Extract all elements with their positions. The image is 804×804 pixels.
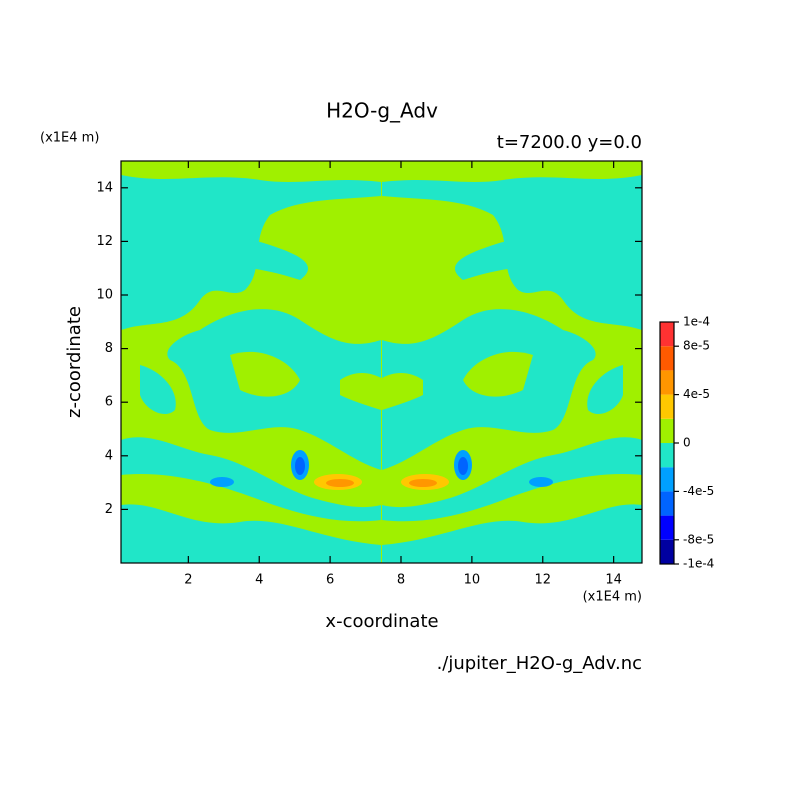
x-tick-label: 2: [184, 573, 192, 588]
region: [295, 457, 305, 475]
y-tick-label: 4: [105, 448, 113, 463]
region: [326, 479, 354, 487]
x-tick-label: 8: [397, 573, 405, 588]
region: [210, 477, 234, 487]
y-tick-label: 14: [96, 180, 113, 195]
region: [230, 351, 300, 397]
colorbar-label: -8e-5: [683, 532, 714, 546]
x-unit: (x1E4 m): [583, 590, 642, 605]
colorbar-band: [660, 370, 674, 395]
plot-frame: [120, 160, 643, 564]
colorbar-label: 0: [683, 436, 691, 450]
x-tick-label: 10: [464, 573, 481, 588]
y-unit: (x1E4 m): [40, 131, 99, 146]
source-file: ./jupiter_H2O-g_Adv.nc: [437, 653, 642, 674]
y-axis-label: z-coordinate: [64, 306, 85, 418]
region: [121, 230, 309, 280]
colorbar-band: [660, 539, 674, 564]
colorbar-label: 8e-5: [683, 339, 710, 353]
subtitle: t=7200.0 y=0.0: [497, 132, 642, 153]
x-axis-label: x-coordinate: [325, 611, 438, 632]
x-tick-label: 14: [605, 573, 622, 588]
region: [140, 365, 176, 415]
x-tick-label: 4: [255, 573, 263, 588]
y-tick-label: 6: [105, 395, 113, 410]
field-half: [121, 175, 381, 563]
colorbar-label: -1e-4: [683, 557, 714, 571]
colorbar-band: [660, 443, 674, 468]
colorbar-band: [660, 346, 674, 371]
y-tick-label: 2: [105, 502, 113, 517]
region: [121, 437, 381, 522]
colorbar-band: [660, 418, 674, 443]
x-tick-label: 12: [534, 573, 551, 588]
colorbar-label: -4e-5: [683, 484, 714, 498]
colorbar-band: [660, 322, 674, 347]
colorbar-band: [660, 467, 674, 492]
y-tick-label: 8: [105, 341, 113, 356]
region: [340, 373, 381, 410]
x-tick-label: 6: [326, 573, 334, 588]
chart-title: H2O-g_Adv: [326, 99, 438, 123]
y-tick-label: 10: [96, 288, 113, 303]
contour-field: [121, 161, 642, 563]
colorbar-label: 1e-4: [683, 315, 710, 329]
colorbar-band: [660, 515, 674, 540]
region: [121, 504, 381, 563]
colorbar-band: [660, 491, 674, 516]
y-tick-label: 12: [96, 234, 113, 249]
colorbar-label: 4e-5: [683, 387, 710, 401]
colorbar-band: [660, 394, 674, 419]
